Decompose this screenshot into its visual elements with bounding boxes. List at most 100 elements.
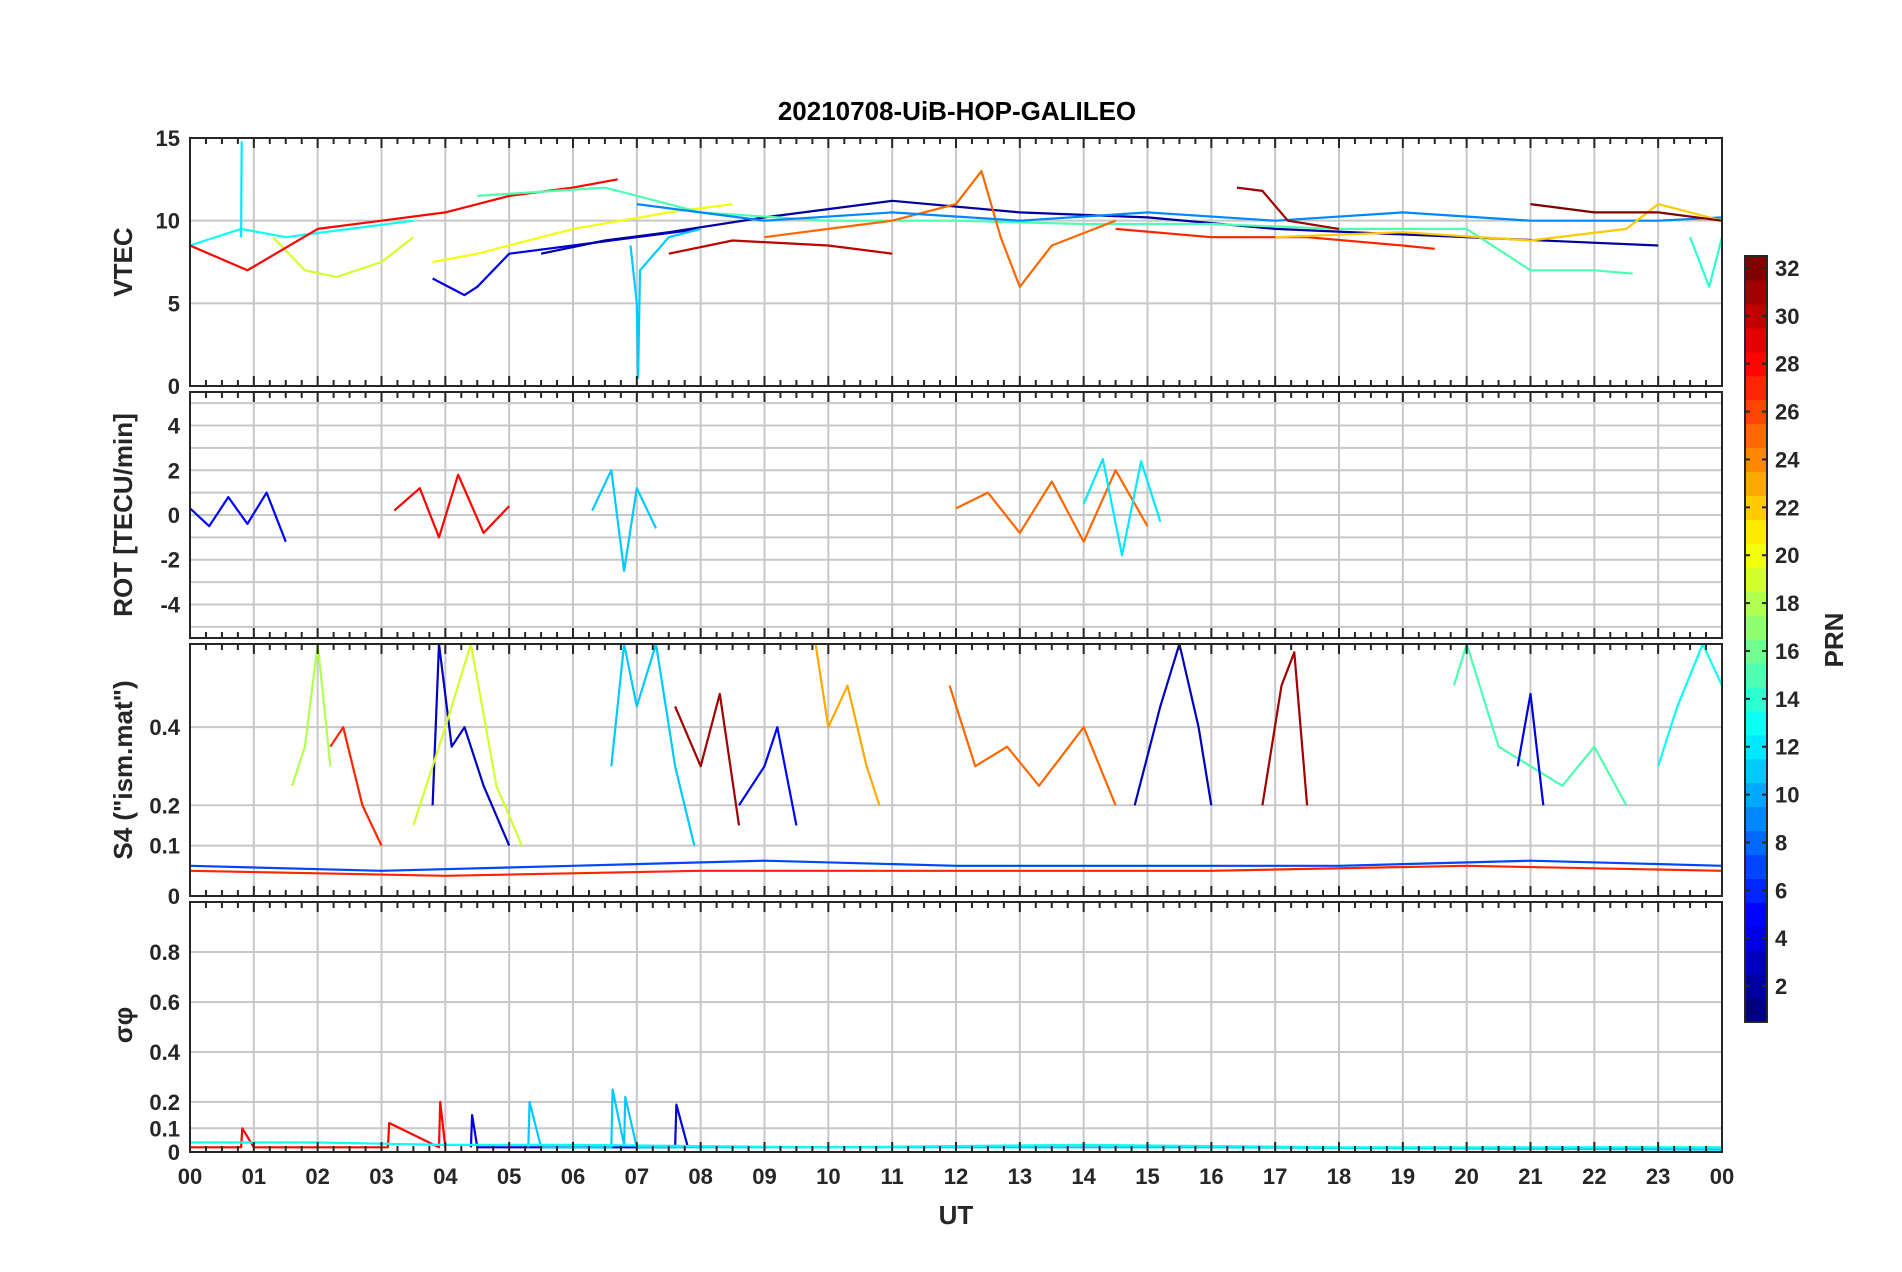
series-line-prn-14 (1689, 236, 1722, 288)
series-line-prn-3 (431, 644, 511, 847)
series-group (190, 458, 1162, 573)
colorbar-segment (1745, 758, 1767, 784)
y-tick-label: 0 (168, 374, 180, 399)
x-tick-label: 11 (881, 1164, 904, 1189)
x-tick-label: 03 (369, 1164, 393, 1189)
colorbar-tick-label: 28 (1775, 352, 1799, 377)
series-line-prn-31 (1261, 651, 1309, 806)
series-line-prn-13 (190, 219, 414, 247)
colorbar-segment (1745, 878, 1767, 903)
x-tick-label: 04 (433, 1164, 458, 1189)
colorbar-segment (1745, 495, 1767, 520)
x-tick-label: 08 (688, 1164, 712, 1189)
series-line-prn-28 (190, 1100, 447, 1149)
colorbar-segment (1745, 686, 1767, 712)
panel-sigma_phi: 00.10.2 0.4 0.6 0.8 σφ 00 01 02 03 04 05 06 07 08 09 10… (108, 901, 1734, 1230)
colorbar-segment (1745, 854, 1767, 879)
x-tick-label: 23 (1646, 1164, 1670, 1189)
colorbar-tick-label: 12 (1775, 735, 1799, 760)
series-line-prn-18 (291, 644, 332, 787)
colorbar-tick-label: 26 (1775, 400, 1799, 425)
series-line-prn-22 (1275, 203, 1722, 242)
y-axis-label: VTEC (108, 227, 138, 297)
x-tick-label: 22 (1582, 1164, 1606, 1189)
y-tick-label: 5 (168, 291, 180, 316)
series-line-prn-9 (636, 203, 1722, 222)
y-tick-label: 0 (168, 503, 180, 528)
colorbar-segment (1745, 662, 1767, 688)
series-line-prn-27 (190, 864, 1722, 877)
y-tick-label: 15 (156, 126, 180, 151)
colorbar-segment (1745, 926, 1767, 951)
panel-s4: 0 0.1 0.2 0.4 S4 ("ism.mat") (108, 643, 1723, 909)
series-group (190, 141, 1722, 379)
colorbar-segment (1745, 615, 1767, 640)
y-tick-label: 0.4 (149, 715, 180, 740)
colorbar-segment (1745, 710, 1767, 736)
colorbar-tick-label: 8 (1775, 830, 1787, 855)
x-tick-label: 18 (1327, 1164, 1351, 1189)
colorbar-segment (1745, 639, 1767, 664)
series-line-prn-11 (610, 644, 696, 846)
series-line-prn-5 (738, 726, 798, 826)
series-line-prn-19 (272, 236, 415, 278)
y-tick-label: 0.1 (149, 1116, 180, 1141)
colorbar-segment (1745, 543, 1767, 568)
colorbar-tick-label: 10 (1775, 783, 1799, 808)
colorbar-segment (1745, 806, 1767, 832)
colorbar-tick-label: 16 (1775, 639, 1799, 664)
colorbar-tick-label: 18 (1775, 591, 1799, 616)
colorbar-segment (1745, 830, 1767, 856)
y-tick-label: -2 (160, 548, 180, 573)
colorbar-tick-label: 14 (1775, 687, 1800, 712)
colorbar-tick-label: 6 (1775, 878, 1787, 903)
series-line-prn-27 (1115, 227, 1435, 250)
y-axis-label: S4 ("ism.mat") (108, 680, 138, 859)
series-line-prn-19 (412, 644, 523, 847)
colorbar-segment (1745, 351, 1767, 377)
x-tick-label: 19 (1391, 1164, 1415, 1189)
series-line-prn-32 (1530, 203, 1722, 222)
colorbar-tick-label: 22 (1775, 495, 1799, 520)
y-tick-label: 10 (156, 209, 180, 234)
x-tick-label: 17 (1263, 1164, 1287, 1189)
y-tick-label: -4 (160, 592, 180, 617)
colorbar-tick-label: 30 (1775, 304, 1799, 329)
series-line-prn-7 (190, 859, 1722, 872)
series-line-prn-15 (1452, 644, 1628, 806)
x-tick-label: 14 (1071, 1164, 1096, 1189)
series-line-prn-3 (1133, 644, 1213, 806)
x-tick-label: 06 (561, 1164, 585, 1189)
x-tick-label: 15 (1135, 1164, 1159, 1189)
series-line-prn-30 (668, 239, 893, 255)
series-line-prn-25 (948, 685, 1117, 806)
series-line-prn-15 (477, 186, 1633, 275)
colorbar-segment (1745, 375, 1767, 401)
chart-title: 20210708-UiB-HOP-GALILEO (778, 96, 1136, 126)
colorbar-segment (1745, 256, 1767, 281)
x-tick-label: 20 (1454, 1164, 1478, 1189)
panel-vtec: 0 5 10 15 VTEC (108, 126, 1723, 399)
colorbar-segment (1745, 782, 1767, 808)
x-tick-label: 09 (752, 1164, 776, 1189)
y-tick-label: 4 (168, 414, 181, 439)
colorbar-segment (1745, 950, 1767, 975)
y-tick-label: 0.4 (149, 1040, 180, 1065)
colorbar-segment (1745, 303, 1767, 329)
y-tick-label: 0.1 (149, 834, 180, 859)
y-tick-label: 0 (168, 1140, 180, 1165)
x-tick-label: 13 (1008, 1164, 1032, 1189)
colorbar-frame (1744, 255, 1768, 1023)
colorbar-segment (1745, 279, 1767, 305)
colorbar-segment (1745, 591, 1767, 616)
colorbar-segment (1745, 447, 1767, 473)
series-line-prn-28 (393, 473, 510, 539)
series-line-prn-25 (764, 170, 1116, 288)
panel-rot: -4 -2 0 2 4 ROT [TECU/min] (108, 391, 1723, 639)
colorbar-segment (1745, 471, 1767, 496)
y-axis-label: σφ (108, 1007, 138, 1043)
x-tick-label: 21 (1518, 1164, 1542, 1189)
